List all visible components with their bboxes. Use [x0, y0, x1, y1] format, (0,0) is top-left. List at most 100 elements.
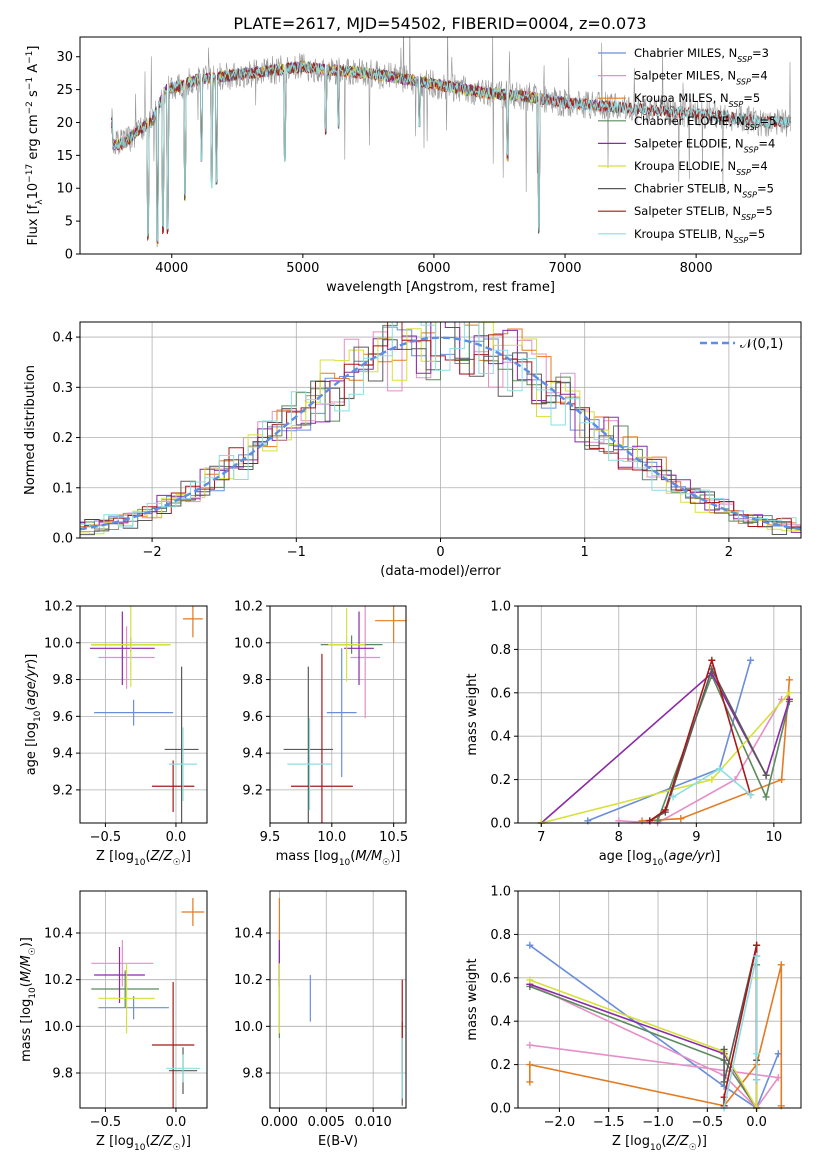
y-tick-label: 0.6: [490, 686, 511, 701]
x-tick-label: 2: [725, 545, 733, 560]
x-tick-label: −1.0: [642, 1115, 674, 1130]
weight-line: [723, 955, 758, 1109]
label-part: (: [350, 849, 355, 864]
weight-marker: [720, 1045, 728, 1053]
label-part: )]: [710, 849, 720, 864]
residuals-legend: 𝒩(0,1): [700, 337, 783, 352]
y-tick-label: 20: [56, 116, 73, 131]
y-tick-label: 9.8: [52, 1067, 73, 1082]
legend-value: =5: [748, 227, 765, 241]
weight-line: [529, 983, 780, 1110]
y-tick-label: 0.4: [490, 1015, 511, 1030]
legend-entry: Salpeter ELODIE, NSSP=4: [634, 136, 775, 154]
x-tick-label: 0.0: [166, 1115, 187, 1130]
y-axis-label: mass weight: [465, 673, 480, 755]
label-part: −1: [25, 77, 35, 90]
legend-entry: Salpeter MILES, NSSP=4: [634, 69, 768, 87]
weight-vs-metallicity-panel: −2.0 −1.5 −1.0 −0.5 0.0 0.0 0.2 0.4 0.6 0.8 1.0 Z […: [465, 885, 802, 1153]
x-axis-label: Z [log10(Z/Z☉)]: [96, 849, 191, 868]
weight-line: [656, 673, 791, 822]
label-part: Z/Z: [150, 1134, 174, 1149]
x-tick-label: 0: [436, 545, 444, 560]
residuals-histogram: −2 −1 0 1 2 0.0 0.1 0.2 0.3 0.4 (data-model)/error…: [23, 321, 802, 579]
histogram-series: [80, 322, 801, 530]
legend-entry: Chabrier MILES, NSSP=3: [634, 46, 769, 64]
x-tick-label: 0.0: [746, 1115, 767, 1130]
label-part: ☉: [689, 1143, 697, 1153]
legend-text: Salpeter MILES, N: [634, 69, 736, 83]
label-part: (: [145, 849, 150, 864]
y-tick-label: 9.4: [52, 747, 73, 762]
y-tick-label: 10.4: [44, 927, 73, 942]
label-part: s: [26, 90, 41, 101]
age-vs-mass-panel: 9.5 10.0 10.5 9.2 9.4 9.6 9.8 10.0 10.2 mass [log…: [234, 600, 408, 869]
x-tick-label: 10.0: [317, 830, 346, 845]
y-tick-label: 25: [56, 83, 73, 98]
legend-value: =5: [760, 114, 777, 128]
x-tick-label: −1.5: [593, 1115, 625, 1130]
label-part: 10: [33, 710, 43, 722]
weight-line: [540, 672, 791, 824]
label-part: )]: [24, 654, 39, 664]
legend-entry: 𝒩(0,1): [740, 337, 783, 352]
x-tick-label: 0.0: [166, 830, 187, 845]
label-part: mass [log: [276, 849, 339, 864]
legend-text: Chabrier STELIB, N: [634, 182, 742, 196]
label-part: age [log: [24, 722, 39, 775]
weight-marker: [708, 776, 716, 784]
spectrum-panel: 4000 5000 6000 7000 8000 0 5 10 15 20 25 30 waveleng…: [25, 36, 802, 295]
x-tick-label: 4000: [155, 261, 188, 276]
x-tick-label: 0.000: [261, 1115, 298, 1130]
y-tick-label: 0.0: [490, 817, 511, 832]
label-part: (: [24, 706, 39, 711]
y-tick-label: 0.2: [490, 773, 511, 788]
legend-text: Kroupa STELIB, N: [634, 227, 734, 241]
legend-value: =3: [752, 46, 769, 60]
y-axis-label: mass [log10(M/M☉)]: [19, 937, 38, 1062]
weight-marker: [669, 793, 677, 801]
legend-text: Kroupa ELODIE, N: [634, 159, 736, 173]
y-tick-label: 15: [56, 149, 73, 164]
weight-marker: [753, 952, 761, 960]
weight-line: [649, 657, 752, 822]
y-tick-label: 10.2: [234, 973, 263, 988]
legend-sub: SSP: [736, 168, 751, 177]
label-part: 10: [134, 1143, 146, 1153]
weight-marker: [526, 1061, 534, 1069]
weight-marker: [747, 656, 755, 664]
y-tick-label: 0.8: [490, 643, 511, 658]
histogram-series: [80, 322, 801, 535]
legend-value: =4: [751, 159, 768, 173]
label-part: )]: [181, 1134, 191, 1149]
x-axis-label: wavelength [Angstrom, rest frame]: [326, 280, 555, 295]
legend-text: Salpeter ELODIE, N: [634, 136, 744, 150]
label-part: Z [log: [96, 849, 134, 864]
y-tick-label: 10.0: [44, 636, 73, 651]
y-tick-label: 0.2: [490, 1058, 511, 1073]
weight-marker: [708, 656, 716, 664]
y-tick-label: 10.2: [44, 973, 73, 988]
legend-value: =4: [758, 136, 775, 150]
y-tick-label: 9.6: [242, 710, 263, 725]
axes-frame: [517, 605, 802, 824]
normal-curve: [79, 336, 802, 531]
legend-sub: SSP: [744, 145, 759, 154]
legend-sub: SSP: [741, 213, 756, 222]
y-tick-label: 10.2: [44, 600, 73, 615]
y-tick-label: 9.6: [52, 710, 73, 725]
weight-marker: [747, 791, 755, 799]
x-axis-label: (data-model)/error: [380, 564, 501, 579]
label-part: 10: [339, 858, 351, 868]
label-part: (: [145, 1134, 150, 1149]
axes-frame: [269, 890, 407, 1109]
y-tick-label: 30: [56, 50, 73, 65]
legend-entry: Chabrier STELIB, NSSP=5: [634, 182, 774, 200]
legend-value: =5: [743, 91, 760, 105]
axes-frame: [79, 36, 802, 255]
weight-marker: [526, 1041, 534, 1049]
label-part: −17: [25, 164, 35, 183]
legend-value: =4: [751, 69, 768, 83]
legend-entry: Kroupa MILES, NSSP=5: [634, 91, 760, 109]
